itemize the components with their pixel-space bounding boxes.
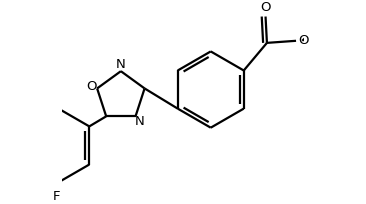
Text: F: F [52, 190, 60, 203]
Text: O: O [260, 1, 271, 14]
Text: O: O [86, 80, 96, 93]
Text: O: O [298, 34, 309, 47]
Text: N: N [134, 115, 144, 128]
Text: N: N [116, 58, 126, 71]
